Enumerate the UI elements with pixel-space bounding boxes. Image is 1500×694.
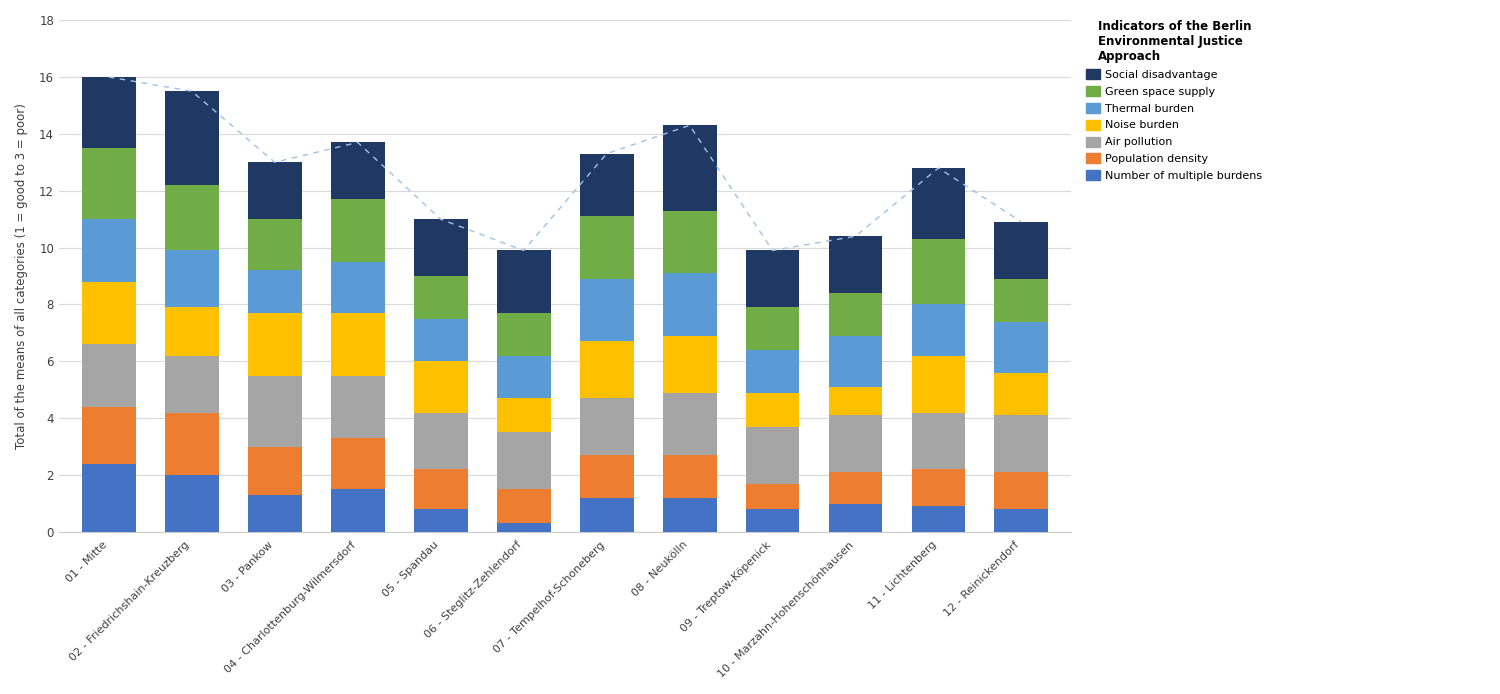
Bar: [746, 427, 800, 484]
Bar: [912, 507, 966, 532]
Bar: [746, 251, 800, 307]
Bar: [330, 142, 384, 199]
Bar: [414, 469, 468, 509]
Bar: [248, 495, 302, 532]
Bar: [746, 307, 800, 350]
Bar: [912, 469, 966, 507]
Bar: [746, 350, 800, 393]
Bar: [994, 373, 1048, 416]
Bar: [994, 279, 1048, 321]
Bar: [414, 412, 468, 469]
Bar: [496, 355, 550, 398]
Bar: [828, 472, 882, 504]
Bar: [248, 219, 302, 271]
Bar: [579, 341, 633, 398]
Bar: [330, 489, 384, 532]
Bar: [579, 154, 633, 217]
Bar: [663, 455, 717, 498]
Bar: [165, 91, 219, 185]
Bar: [496, 251, 550, 313]
Bar: [663, 336, 717, 393]
Bar: [82, 77, 135, 148]
Bar: [82, 464, 135, 532]
Bar: [828, 236, 882, 293]
Bar: [579, 498, 633, 532]
Bar: [82, 219, 135, 282]
Bar: [496, 523, 550, 532]
Bar: [496, 313, 550, 355]
Bar: [579, 398, 633, 455]
Bar: [912, 305, 966, 355]
Bar: [994, 321, 1048, 373]
Bar: [663, 126, 717, 211]
Bar: [248, 447, 302, 495]
Bar: [248, 271, 302, 313]
Bar: [414, 509, 468, 532]
Bar: [663, 211, 717, 273]
Bar: [82, 344, 135, 407]
Bar: [165, 185, 219, 251]
Bar: [165, 475, 219, 532]
Bar: [912, 168, 966, 239]
Y-axis label: Total of the means of all categories (1 = good to 3 = poor): Total of the means of all categories (1 …: [15, 103, 28, 449]
Bar: [746, 509, 800, 532]
Bar: [663, 498, 717, 532]
Bar: [330, 438, 384, 489]
Bar: [994, 222, 1048, 279]
Bar: [82, 407, 135, 464]
Bar: [994, 472, 1048, 509]
Bar: [828, 293, 882, 336]
Bar: [248, 313, 302, 375]
Bar: [579, 279, 633, 341]
Bar: [579, 455, 633, 498]
Bar: [165, 307, 219, 355]
Legend: Social disadvantage, Green space supply, Thermal burden, Noise burden, Air pollu: Social disadvantage, Green space supply,…: [1082, 15, 1266, 185]
Bar: [828, 504, 882, 532]
Bar: [82, 148, 135, 219]
Bar: [663, 273, 717, 336]
Bar: [330, 313, 384, 375]
Bar: [165, 355, 219, 412]
Bar: [912, 412, 966, 469]
Bar: [414, 219, 468, 276]
Bar: [828, 387, 882, 416]
Bar: [496, 398, 550, 432]
Bar: [165, 251, 219, 307]
Bar: [496, 432, 550, 489]
Bar: [994, 416, 1048, 472]
Bar: [746, 393, 800, 427]
Bar: [414, 319, 468, 362]
Bar: [82, 282, 135, 344]
Bar: [746, 484, 800, 509]
Bar: [496, 489, 550, 523]
Bar: [994, 509, 1048, 532]
Bar: [330, 375, 384, 438]
Bar: [579, 217, 633, 279]
Bar: [663, 393, 717, 455]
Bar: [330, 262, 384, 313]
Bar: [828, 416, 882, 472]
Bar: [912, 355, 966, 412]
Bar: [248, 162, 302, 219]
Bar: [414, 276, 468, 319]
Bar: [165, 412, 219, 475]
Bar: [414, 362, 468, 412]
Bar: [248, 375, 302, 447]
Bar: [828, 336, 882, 387]
Bar: [330, 199, 384, 262]
Bar: [912, 239, 966, 305]
